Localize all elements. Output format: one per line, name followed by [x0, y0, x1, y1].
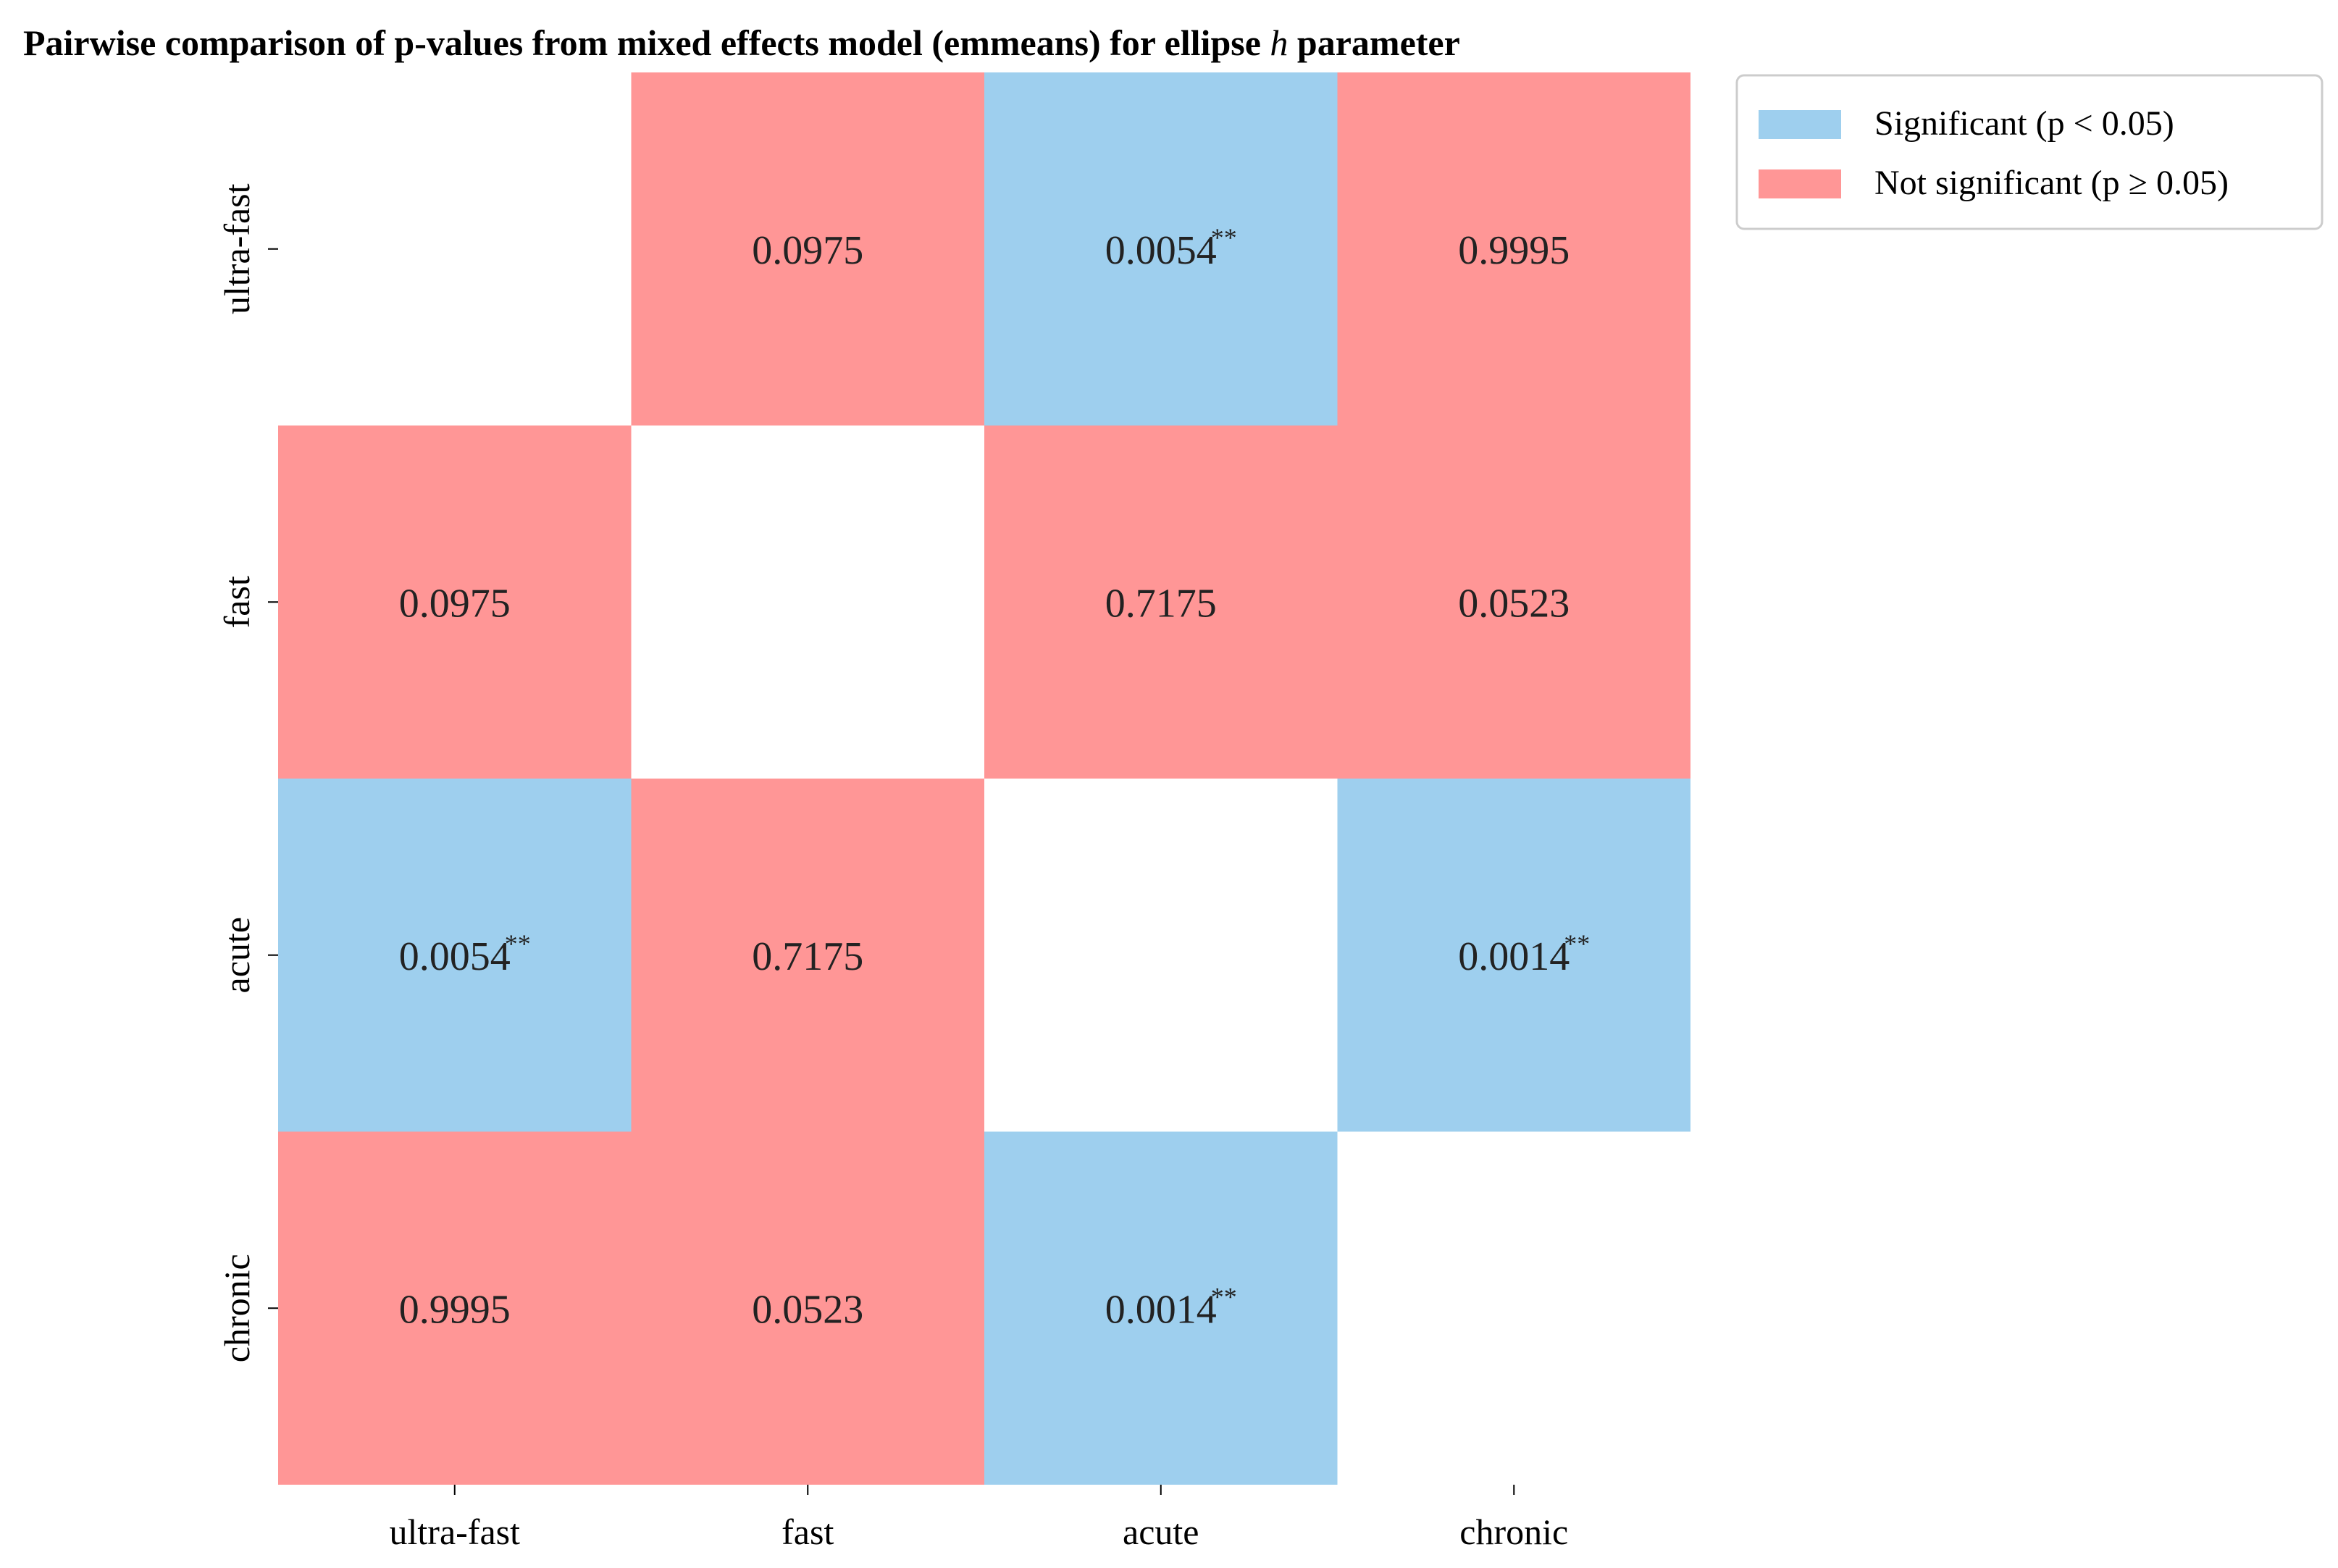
- cell-value-label: 0.0523: [752, 1287, 863, 1332]
- cell-significant-fill: [278, 779, 632, 1132]
- cell-not-significant-fill: [1337, 72, 1690, 426]
- cell-value-label: 0.0014: [1105, 1287, 1217, 1332]
- cell-value-label: 0.0054: [1105, 228, 1217, 273]
- heatmap-cell: 0.0014**: [1337, 779, 1690, 1132]
- cell-significant-fill: [984, 1131, 1338, 1485]
- heatmap-cell: 0.0975: [631, 72, 984, 426]
- cell-value-label: 0.9995: [1458, 228, 1570, 273]
- heatmap-cell: 0.0975: [278, 425, 632, 779]
- y-tick-label: fast: [217, 576, 257, 628]
- cell-significant-fill: [1337, 779, 1690, 1132]
- cell-value-label: 0.7175: [1105, 581, 1217, 626]
- legend: Significant (p < 0.05) Not significant (p…: [1735, 74, 2324, 230]
- cell-not-significant-fill: [631, 1131, 984, 1485]
- cell-not-significant-fill: [278, 425, 632, 779]
- cell-value-label: 0.9995: [399, 1287, 511, 1332]
- legend-swatch: [1759, 169, 1841, 198]
- cell-value-label: 0.0975: [752, 228, 863, 273]
- chart-title: Pairwise comparison of p-values from mix…: [23, 22, 1460, 63]
- x-tick-label: fast: [782, 1512, 834, 1552]
- cell-value-label: 0.0014: [1458, 934, 1570, 979]
- x-tick-label: ultra-fast: [390, 1512, 521, 1552]
- heatmap-cell: 0.0014**: [984, 1131, 1338, 1485]
- significance-stars: **: [505, 929, 531, 958]
- legend-swatch: [1759, 110, 1841, 139]
- cell-not-significant-fill: [984, 425, 1338, 779]
- cell-value-label: 0.0523: [1458, 581, 1570, 626]
- cell-value-label: 0.0975: [399, 581, 511, 626]
- significance-stars: **: [1211, 223, 1237, 252]
- y-tick-label: ultra-fast: [217, 183, 257, 314]
- heatmap-cell: 0.0523: [1337, 425, 1690, 779]
- heatmap-cell: 0.9995: [278, 1131, 632, 1485]
- y-tick-label: acute: [217, 917, 257, 993]
- y-tick-label: chronic: [217, 1254, 257, 1362]
- cell-not-significant-fill: [278, 1131, 632, 1485]
- legend-entry-label: Not significant (p ≥ 0.05): [1874, 164, 2229, 202]
- x-tick-label: acute: [1123, 1512, 1199, 1552]
- x-axis: ultra-fast fast acute chronic: [390, 1485, 1568, 1552]
- legend-entry-label: Significant (p < 0.05): [1874, 104, 2174, 143]
- heatmap-cell: 0.0054**: [984, 72, 1338, 426]
- cell-significant-fill: [984, 72, 1338, 426]
- heatmap-cell: 0.0523: [631, 1131, 984, 1485]
- cell-not-significant-fill: [1337, 425, 1690, 779]
- cell-not-significant-fill: [631, 72, 984, 426]
- heatmap-cell: 0.0054**: [278, 779, 632, 1132]
- x-tick-label: chronic: [1459, 1512, 1568, 1552]
- heatmap-cell: 0.9995: [1337, 72, 1690, 426]
- y-axis: ultra-fast fast acute chronic: [217, 183, 278, 1362]
- heatmap-cell: 0.7175: [984, 425, 1338, 779]
- significance-stars: **: [1211, 1282, 1237, 1311]
- cell-value-label: 0.0054: [399, 934, 511, 979]
- significance-stars: **: [1564, 929, 1590, 958]
- heatmap-cell: 0.7175: [631, 779, 984, 1132]
- cell-not-significant-fill: [631, 779, 984, 1132]
- legend-frame: [1735, 74, 2324, 230]
- cell-value-label: 0.7175: [752, 934, 863, 979]
